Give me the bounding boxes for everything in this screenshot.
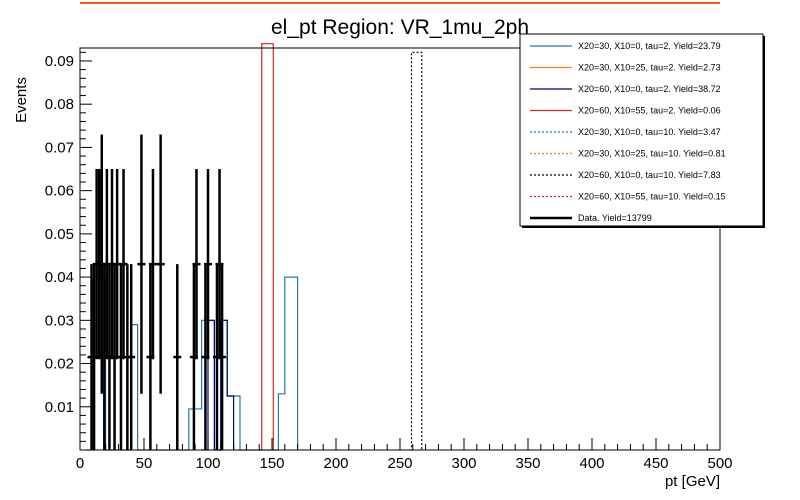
legend-entry-3: X20=60, X10=55, tau=2. Yield=0.06 (578, 106, 721, 116)
y-tick-label: 0.09 (45, 53, 74, 70)
x-axis-label: pt [GeV] (665, 473, 720, 490)
y-tick-label: 0.08 (45, 96, 74, 113)
legend-entry-8: Data. Yield=13799 (578, 213, 652, 223)
plot-marks (86, 43, 423, 451)
y-axis: 0.01 0.02 0.03 0.04 0.05 0.06 0.07 0.08 0.09 (45, 51, 92, 442)
legend-entry-6: X20=60, X10=0, tau=10. Yield=7.83 (578, 170, 721, 180)
y-tick-label: 0.07 (45, 139, 74, 156)
x-tick-label: 250 (387, 455, 412, 472)
y-tick-label: 0.04 (45, 269, 74, 286)
series-line-3 (259, 43, 274, 451)
y-tick-label: 0.01 (45, 399, 74, 416)
x-axis: 0 50 100 150 200 250 300 350 400 450 500 (76, 438, 733, 472)
legend-box (519, 33, 764, 227)
y-tick-label: 0.03 (45, 312, 74, 329)
legend-entry-0: X20=30, X10=0, tau=2. Yield=23.79 (578, 41, 721, 51)
legend-entry-7: X20=60, X10=55, tau=10. Yield=0.15 (578, 192, 726, 202)
legend-entry-5: X20=30, X10=25, tau=10. Yield=0.81 (578, 149, 726, 159)
legend: X20=30, X10=0, tau=2. Yield=23.79 X20=30,… (519, 33, 765, 228)
x-tick-label: 450 (643, 455, 668, 472)
series-line-6 (410, 51, 423, 451)
x-tick-label: 400 (579, 455, 604, 472)
legend-entry-4: X20=30, X10=0, tau=10. Yield=3.47 (578, 127, 721, 137)
x-tick-label: 150 (259, 455, 284, 472)
x-tick-label: 0 (76, 455, 84, 472)
x-tick-label: 50 (136, 455, 153, 472)
y-axis-label: Events (13, 77, 30, 123)
x-tick-label: 350 (515, 455, 540, 472)
y-tick-label: 0.06 (45, 183, 74, 200)
x-tick-label: 500 (707, 455, 732, 472)
legend-entry-2: X20=60, X10=0, tau=2. Yield=38.72 (578, 84, 721, 94)
x-tick-label: 200 (323, 455, 348, 472)
y-tick-label: 0.02 (45, 356, 74, 373)
chart-title: el_pt Region: VR_1mu_2ph (271, 16, 529, 39)
legend-entry-1: X20=30, X10=25, tau=2. Yield=2.73 (578, 63, 721, 73)
x-tick-label: 100 (195, 455, 220, 472)
x-tick-label: 300 (451, 455, 476, 472)
y-tick-label: 0.05 (45, 226, 74, 243)
